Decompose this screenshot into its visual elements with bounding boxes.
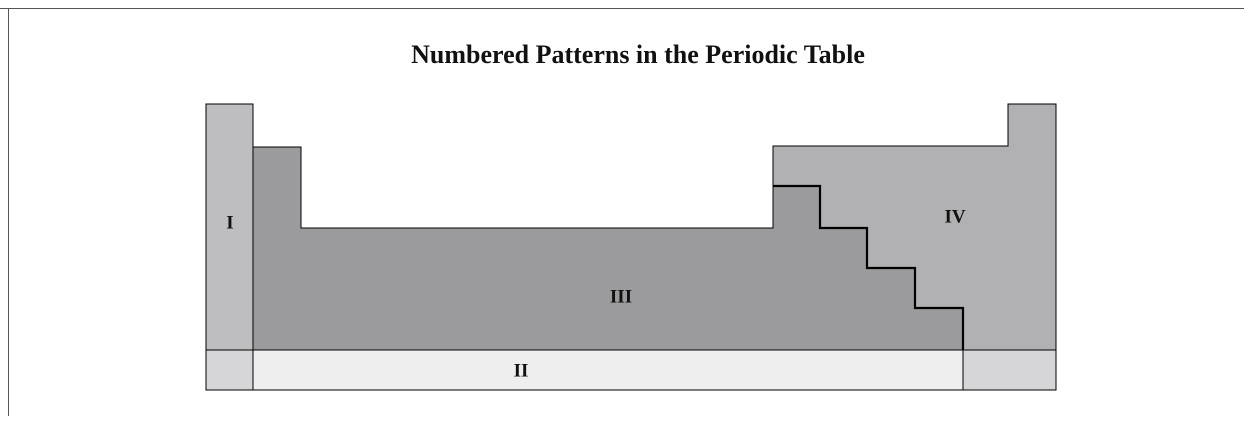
title: Numbered Patterns in the Periodic Table xyxy=(411,40,865,69)
staircase-line xyxy=(773,184,965,350)
region-label: II xyxy=(514,360,529,381)
region-label: I xyxy=(226,212,233,233)
strip-left xyxy=(205,349,254,391)
region-ii xyxy=(252,349,964,391)
region-i xyxy=(205,103,254,351)
region-label: III xyxy=(610,286,632,307)
strip-right xyxy=(962,349,1057,391)
region-label: IV xyxy=(944,206,965,227)
